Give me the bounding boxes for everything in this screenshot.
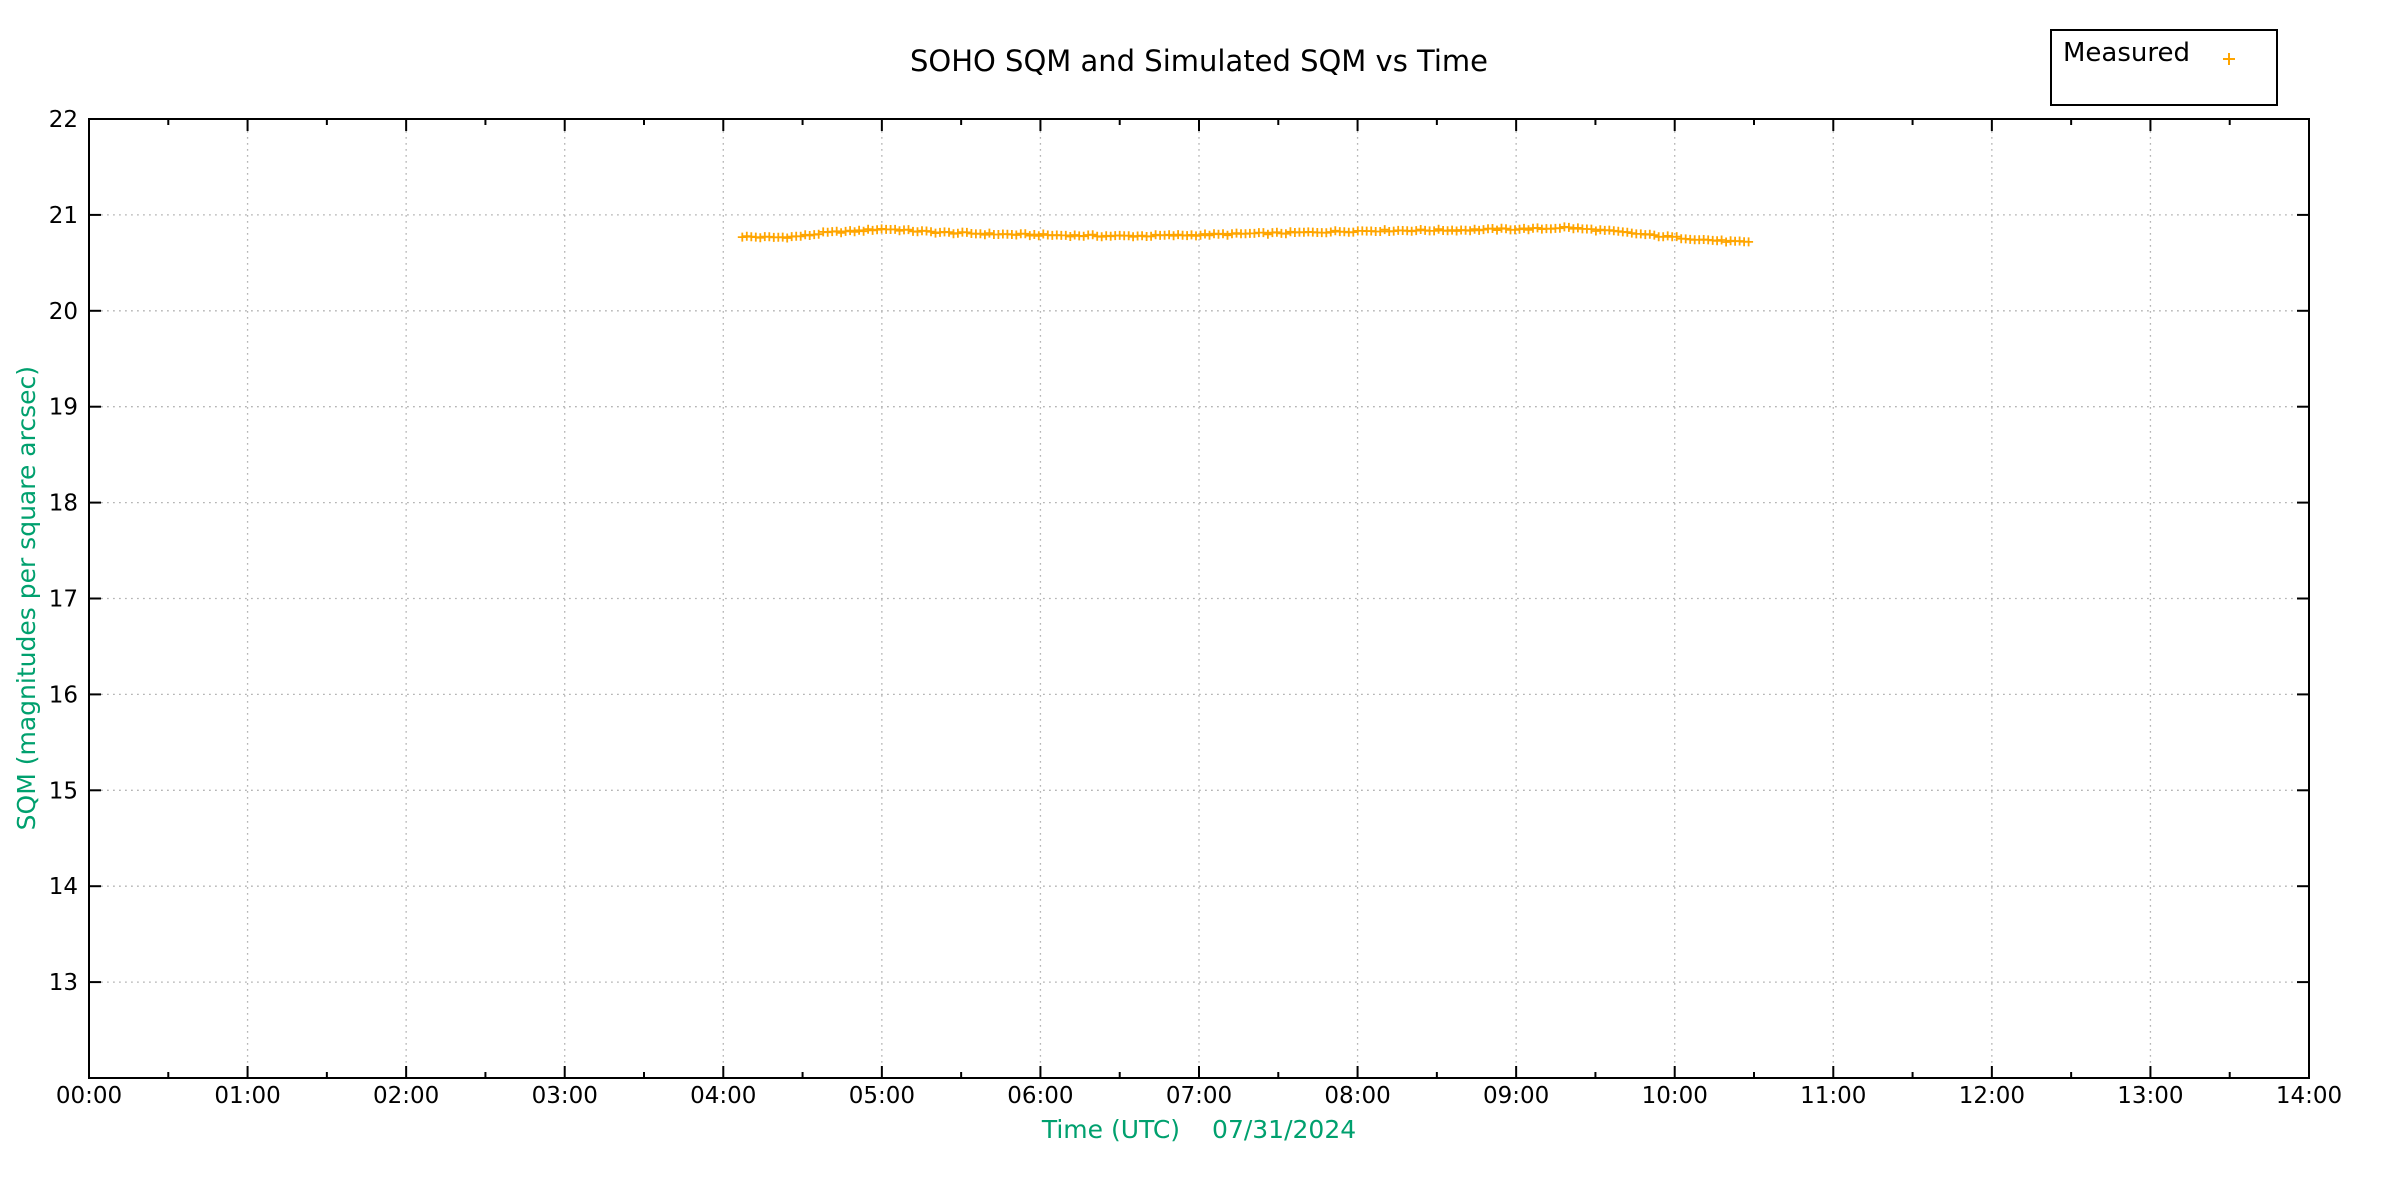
x-tick-label: 05:00: [849, 1083, 915, 1109]
y-tick-label: 18: [49, 491, 78, 517]
y-axis-label-text: SQM (magnitudes per square arcsec): [11, 366, 41, 831]
x-tick-label: 13:00: [2117, 1083, 2183, 1109]
legend-box: Measured: [2050, 29, 2278, 106]
plus-marker-icon: [2222, 51, 2236, 70]
x-tick-label: 11:00: [1800, 1083, 1866, 1109]
y-axis-label: SQM (magnitudes per square arcsec): [2, 119, 50, 1078]
y-tick-label: 17: [49, 587, 78, 613]
data-point-markers: [737, 222, 1754, 247]
x-tick-label: 00:00: [56, 1083, 122, 1109]
y-tick-label: 13: [49, 970, 78, 996]
x-tick-label: 14:00: [2276, 1083, 2342, 1109]
x-tick-label: 12:00: [1959, 1083, 2025, 1109]
chart-title: SOHO SQM and Simulated SQM vs Time: [909, 44, 1489, 78]
y-tick-label: 19: [49, 395, 78, 421]
y-tick-label: 22: [49, 107, 78, 133]
x-axis-label-text: Time (UTC): [1041, 1115, 1181, 1144]
x-tick-label: 10:00: [1642, 1083, 1708, 1109]
x-tick-label: 09:00: [1483, 1083, 1549, 1109]
x-tick-label: 03:00: [532, 1083, 598, 1109]
x-tick-label: 01:00: [214, 1083, 280, 1109]
y-tick-label: 14: [49, 874, 78, 900]
x-axis-date: 07/31/2024: [1212, 1115, 1357, 1144]
x-tick-label: 06:00: [1007, 1083, 1073, 1109]
legend-entry-measured-label: Measured: [2063, 38, 2191, 68]
y-tick-label: 20: [49, 299, 78, 325]
y-tick-label: 21: [49, 203, 78, 229]
y-tick-label: 15: [49, 778, 78, 804]
y-tick-label: 16: [49, 682, 78, 708]
x-tick-label: 04:00: [690, 1083, 756, 1109]
x-tick-label: 07:00: [1166, 1083, 1232, 1109]
x-tick-label: 02:00: [373, 1083, 439, 1109]
x-axis-label: Time (UTC) 07/31/2024: [89, 1114, 2309, 1146]
x-tick-label: 08:00: [1324, 1083, 1390, 1109]
